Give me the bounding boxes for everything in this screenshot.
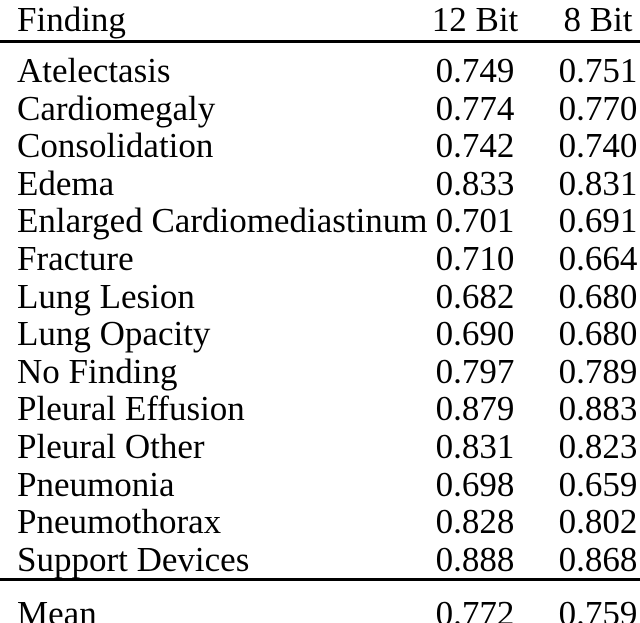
mean-row: Mean 0.772 0.759 <box>0 578 640 623</box>
table-row: Enlarged Cardiomediastinum 0.701 0.691 <box>0 202 640 240</box>
table-row: No Finding 0.797 0.789 <box>0 353 640 391</box>
finding-cell: No Finding <box>17 351 178 391</box>
value-12bit-cell: 0.742 <box>435 126 515 166</box>
table-row: Support Devices 0.888 0.868 <box>0 539 640 580</box>
value-8bit-cell: 0.691 <box>558 201 638 241</box>
finding-cell: Enlarged Cardiomediastinum <box>17 201 428 241</box>
table-row: Consolidation 0.742 0.740 <box>0 127 640 165</box>
value-12bit-cell: 0.888 <box>435 539 515 579</box>
value-8bit-cell: 0.868 <box>558 539 638 579</box>
finding-cell: Support Devices <box>17 539 250 579</box>
table-row: Lung Opacity 0.690 0.680 <box>0 315 640 353</box>
table-row: Fracture 0.710 0.664 <box>0 240 640 278</box>
value-8bit-cell: 0.664 <box>558 238 638 278</box>
value-8bit-cell: 0.883 <box>558 389 638 429</box>
finding-cell: Pleural Effusion <box>17 389 245 429</box>
table-row: Pneumonia 0.698 0.659 <box>0 464 640 504</box>
value-12bit-cell: 0.690 <box>435 314 515 354</box>
column-header-12bit: 12 Bit <box>420 0 530 43</box>
value-8bit-cell: 0.751 <box>558 51 638 90</box>
value-8bit-cell: 0.770 <box>558 88 638 128</box>
mean-label: Mean <box>0 578 420 623</box>
value-8bit-cell: 0.680 <box>558 276 638 316</box>
value-8bit-cell: 0.740 <box>558 126 638 166</box>
table-row: Pleural Effusion 0.879 0.883 <box>0 390 640 428</box>
finding-cell: Atelectasis <box>17 51 171 90</box>
table-row: Atelectasis 0.749 0.751 <box>0 42 640 90</box>
column-header-finding: Finding <box>0 0 420 43</box>
finding-cell: Pneumonia <box>17 464 175 504</box>
value-8bit-cell: 0.802 <box>558 502 638 542</box>
value-12bit-cell: 0.710 <box>435 238 515 278</box>
value-12bit-cell: 0.828 <box>435 502 515 542</box>
finding-cell: Consolidation <box>17 126 214 166</box>
value-12bit-cell: 0.701 <box>435 201 515 241</box>
value-12bit-cell: 0.682 <box>435 276 515 316</box>
mean-value-12bit: 0.772 <box>420 578 530 623</box>
value-8bit-cell: 0.659 <box>558 464 638 504</box>
mean-value-8bit: 0.759 <box>530 578 640 623</box>
finding-cell: Lung Opacity <box>17 314 211 354</box>
value-12bit-cell: 0.774 <box>435 88 515 128</box>
finding-cell: Lung Lesion <box>17 276 195 316</box>
finding-cell: Pleural Other <box>17 426 205 466</box>
table-row: Edema 0.833 0.831 <box>0 165 640 203</box>
value-12bit-cell: 0.879 <box>435 389 515 429</box>
column-header-8bit: 8 Bit <box>530 0 640 43</box>
finding-cell: Fracture <box>17 238 134 278</box>
value-8bit-cell: 0.823 <box>558 426 638 466</box>
value-12bit-cell: 0.749 <box>435 51 515 90</box>
table-header-row: Finding 12 Bit 8 Bit <box>0 0 640 43</box>
table-row: Pleural Other 0.831 0.823 <box>0 428 640 466</box>
table-body: Atelectasis 0.749 0.751 Cardiomegaly 0.7… <box>0 42 640 580</box>
table-row: Lung Lesion 0.682 0.680 <box>0 276 640 316</box>
value-12bit-cell: 0.833 <box>435 163 515 203</box>
value-12bit-cell: 0.831 <box>435 426 515 466</box>
table-row: Pneumothorax 0.828 0.802 <box>0 503 640 541</box>
value-8bit-cell: 0.789 <box>558 351 638 391</box>
value-12bit-cell: 0.698 <box>435 464 515 504</box>
value-8bit-cell: 0.680 <box>558 314 638 354</box>
table-row: Cardiomegaly 0.774 0.770 <box>0 88 640 128</box>
finding-cell: Edema <box>17 163 115 203</box>
value-12bit-cell: 0.797 <box>435 351 515 391</box>
value-8bit-cell: 0.831 <box>558 163 638 203</box>
finding-cell: Cardiomegaly <box>17 88 216 128</box>
finding-cell: Pneumothorax <box>17 502 222 542</box>
